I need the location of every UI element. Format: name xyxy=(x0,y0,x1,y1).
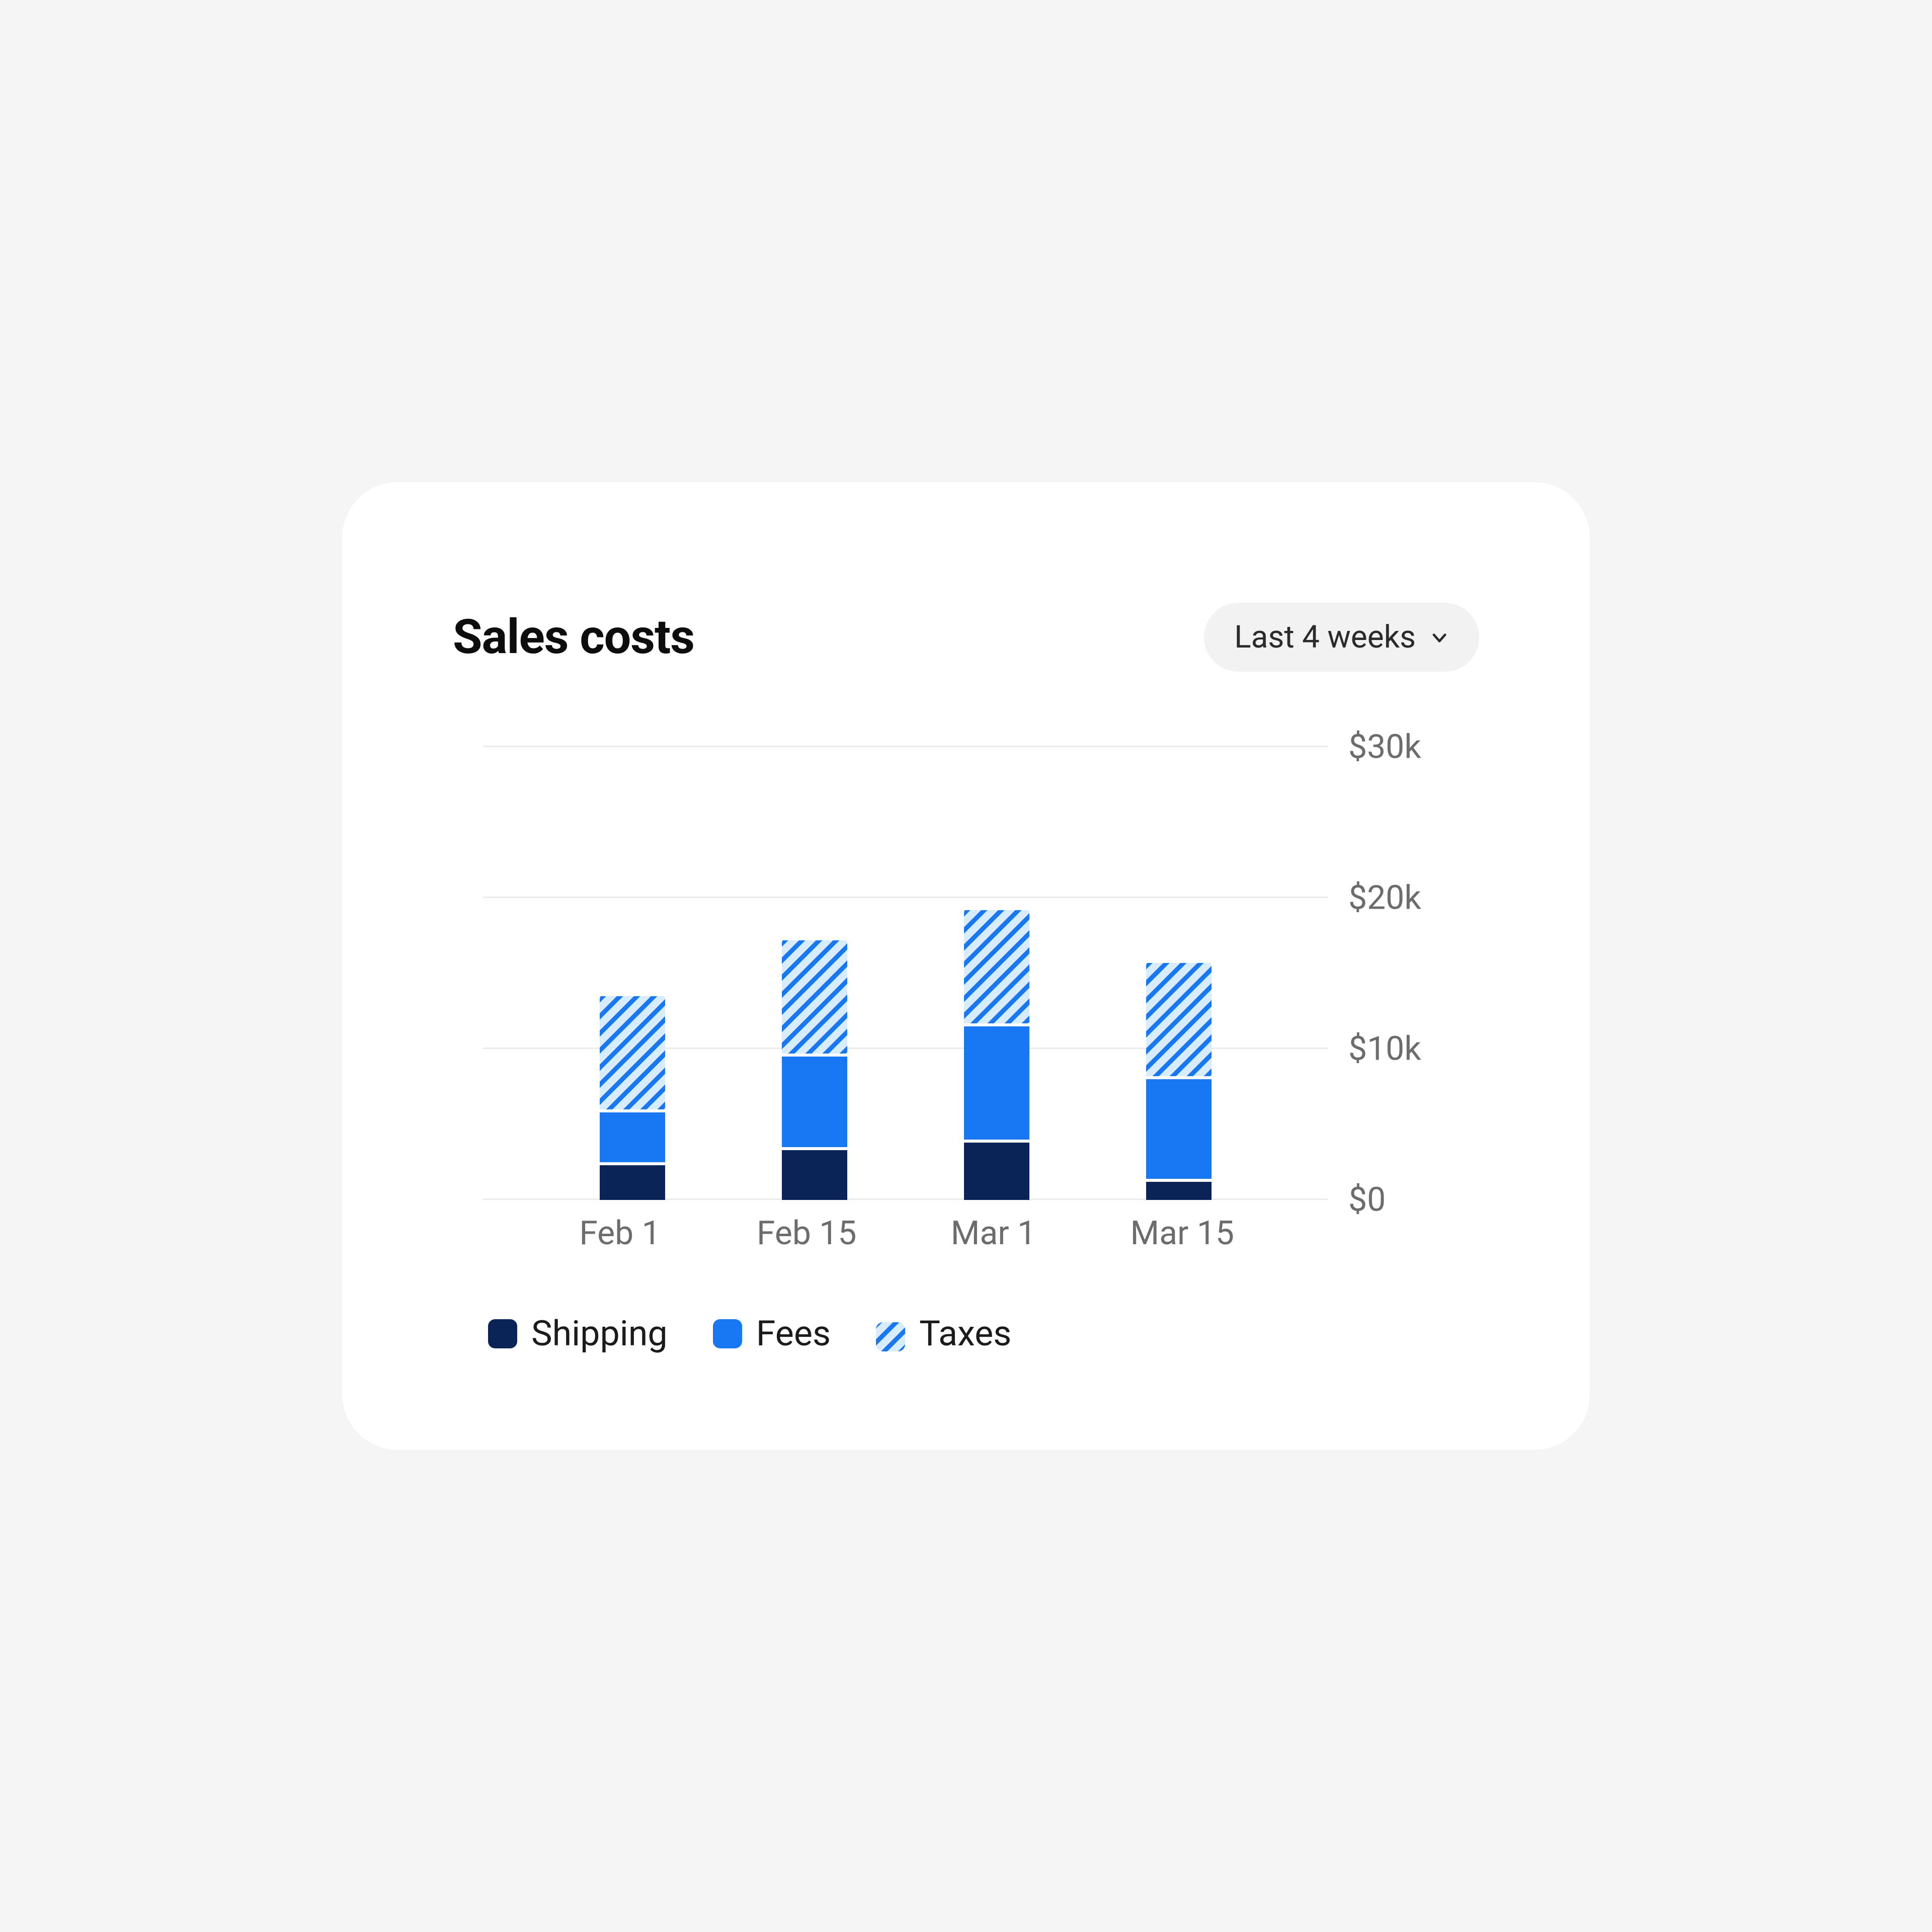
x-axis: Feb 1 Feb 15 Mar 1 Mar 15 xyxy=(483,1200,1328,1253)
x-tick-label: Mar 15 xyxy=(1130,1214,1234,1253)
bar-segment-fees xyxy=(782,1054,847,1147)
legend-label: Shipping xyxy=(531,1313,668,1354)
card-title: Sales costs xyxy=(453,609,694,665)
y-tick-label: $10k xyxy=(1348,1030,1421,1069)
card-header: Sales costs Last 4 weeks xyxy=(453,603,1479,672)
bar-segment-fees xyxy=(964,1023,1029,1140)
bar-segment-taxes xyxy=(1146,960,1212,1076)
chevron-down-icon xyxy=(1430,619,1449,656)
y-tick-label: $30k xyxy=(1348,728,1421,767)
x-tick-label: Feb 15 xyxy=(757,1214,856,1253)
stacked-bar-chart: $30k$20k$10k$0 xyxy=(483,747,1479,1200)
legend-label: Taxes xyxy=(919,1313,1011,1354)
bar-segment-taxes xyxy=(600,993,665,1109)
bar-segment-taxes xyxy=(964,907,1029,1023)
sales-costs-card: Sales costs Last 4 weeks $30k$20k$10k$0 … xyxy=(342,482,1590,1450)
legend-swatch-taxes xyxy=(876,1319,905,1348)
x-tick-label: Mar 1 xyxy=(950,1214,1036,1253)
bar-segment-fees xyxy=(600,1109,665,1162)
bar-segment-fees xyxy=(1146,1076,1212,1179)
time-range-label: Last 4 weeks xyxy=(1234,619,1416,656)
legend-swatch-shipping xyxy=(488,1319,517,1348)
legend-item-taxes: Taxes xyxy=(876,1313,1011,1354)
plot-area xyxy=(483,747,1328,1200)
y-axis: $30k$20k$10k$0 xyxy=(1328,747,1479,1200)
legend-item-shipping: Shipping xyxy=(488,1313,668,1354)
x-tick-label: Feb 1 xyxy=(577,1214,663,1253)
bar xyxy=(600,993,665,1200)
legend-item-fees: Fees xyxy=(713,1313,831,1354)
bar-segment-shipping xyxy=(782,1147,847,1200)
chart-wrap: $30k$20k$10k$0 Feb 1Feb 15Mar 1Mar 15 Sh… xyxy=(453,747,1479,1354)
bar-segment-taxes xyxy=(782,937,847,1054)
bar-segment-shipping xyxy=(964,1140,1029,1200)
time-range-selector[interactable]: Last 4 weeks xyxy=(1204,603,1479,672)
chart-legend: Shipping Fees Taxes xyxy=(483,1313,1479,1354)
y-tick-label: $0 xyxy=(1348,1181,1386,1220)
bar xyxy=(964,907,1029,1200)
bars-container xyxy=(483,747,1328,1200)
bar-segment-shipping xyxy=(1146,1179,1212,1200)
bar xyxy=(782,937,847,1200)
bar-segment-shipping xyxy=(600,1162,665,1200)
legend-swatch-fees xyxy=(713,1319,742,1348)
bar xyxy=(1146,960,1212,1200)
y-tick-label: $20k xyxy=(1348,879,1421,918)
legend-label: Fees xyxy=(756,1313,831,1354)
